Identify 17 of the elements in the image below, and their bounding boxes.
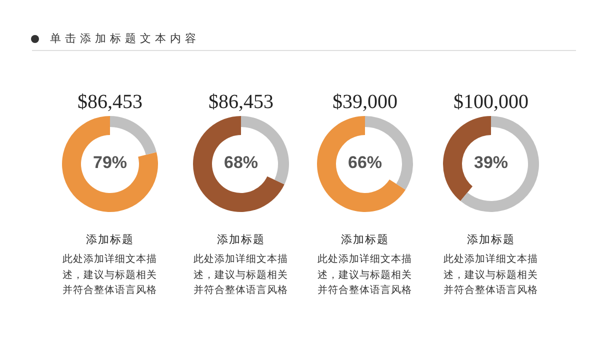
text: 添加标题 (466, 232, 516, 247)
text: 单击添加标题文本内容 (50, 31, 200, 46)
chart-title: $100,000 (454, 91, 528, 113)
data-label: 68% (224, 153, 258, 172)
text: 添加标题 (216, 232, 266, 247)
data-label: 79% (92, 153, 128, 172)
text: 此处添加详细文本描述，建议与标题相关并符合整体语言风格 (62, 252, 158, 298)
chart-title: $86,453 (208, 91, 274, 113)
text: 此处添加详细文本描述，建议与标题相关并符合整体语言风格 (194, 252, 288, 298)
text: 添加标题 (340, 232, 390, 247)
data-label: 66% (348, 153, 382, 172)
text: 此处添加详细文本描述，建议与标题相关并符合整体语言风格 (318, 252, 412, 298)
chart-title: $39,000 (332, 91, 398, 113)
chart-title: $86,453 (78, 91, 142, 113)
text: 添加标题 (85, 232, 135, 247)
text: 此处添加详细文本描述，建议与标题相关并符合整体语言风格 (444, 252, 538, 298)
data-label: 39% (474, 153, 508, 172)
